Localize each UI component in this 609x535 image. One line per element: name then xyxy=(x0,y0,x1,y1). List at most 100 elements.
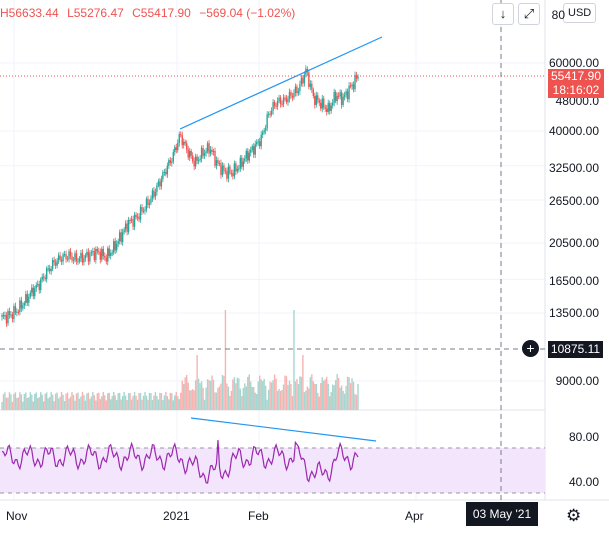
volume-bar xyxy=(154,392,157,410)
candle-body xyxy=(13,306,15,320)
candle-body xyxy=(171,161,173,163)
candle-body xyxy=(297,91,300,94)
volume-bar xyxy=(254,392,256,410)
volume-bar xyxy=(323,380,325,410)
volume-bar xyxy=(7,397,9,410)
volume-bar xyxy=(4,392,6,410)
candle-body xyxy=(166,165,169,175)
volume-bar xyxy=(92,392,94,410)
gear-icon[interactable]: ⚙ xyxy=(566,506,582,525)
rsi-band xyxy=(0,448,545,493)
volume-bar xyxy=(218,386,221,410)
volume-bar xyxy=(60,392,63,410)
candle-body xyxy=(348,85,350,100)
add-alert-button[interactable]: + xyxy=(522,340,539,357)
candle-body xyxy=(230,172,233,174)
candle-body xyxy=(229,166,231,173)
volume-bar xyxy=(181,380,183,410)
candle-body xyxy=(141,206,143,212)
candle-body xyxy=(235,163,237,172)
volume-bar xyxy=(14,392,17,410)
candle-body xyxy=(135,214,137,218)
candle-body xyxy=(11,314,14,320)
volume-bar xyxy=(199,383,201,410)
candle-body xyxy=(251,146,253,150)
candle-body xyxy=(133,214,136,227)
volume-bar xyxy=(43,401,45,410)
time-label: Feb xyxy=(248,509,269,523)
volume-bar xyxy=(123,392,125,410)
candle-body xyxy=(340,92,343,105)
volume-bar xyxy=(315,383,317,410)
candle-body xyxy=(326,108,328,112)
candle-body xyxy=(32,287,34,297)
volume-bar xyxy=(288,380,291,410)
candle-body xyxy=(174,147,176,153)
volume-bar xyxy=(326,376,328,410)
candle-body xyxy=(130,219,133,221)
volume-bar xyxy=(272,380,274,410)
candle-body xyxy=(226,171,228,179)
candle-body xyxy=(236,168,239,172)
volume-bar xyxy=(63,400,66,410)
scroll-to-realtime-button[interactable]: ↓ xyxy=(492,3,514,25)
rsi-label: 40.00 xyxy=(568,475,599,489)
volume-bar xyxy=(221,374,224,410)
volume-bar xyxy=(44,393,46,410)
volume-bar xyxy=(191,389,194,410)
candle-body xyxy=(86,251,88,256)
candle-body xyxy=(65,254,67,259)
candle-body xyxy=(47,268,49,270)
volume-bar xyxy=(300,376,303,410)
price-label: 13500.00 xyxy=(548,306,599,320)
volume-bar xyxy=(113,392,115,410)
volume-bar xyxy=(220,383,222,410)
candle-body xyxy=(320,102,322,109)
candle-body xyxy=(156,185,158,193)
candle-body xyxy=(334,91,337,102)
volume-bar xyxy=(80,396,82,410)
volume-bar xyxy=(10,394,12,410)
volume-bar xyxy=(183,383,185,410)
candle-body xyxy=(177,142,179,150)
candle-body xyxy=(278,97,280,102)
candle-body xyxy=(284,97,286,99)
candle-body xyxy=(120,232,122,243)
price-label: 32500.00 xyxy=(548,161,599,175)
volume-bar xyxy=(162,400,164,410)
volume-bar xyxy=(334,380,337,410)
candle-body xyxy=(162,172,164,180)
volume-bar xyxy=(83,395,85,410)
volume-bar xyxy=(1,402,3,410)
price-label: 20500.00 xyxy=(548,236,599,250)
volume-bar xyxy=(276,390,279,410)
volume-bar xyxy=(330,392,332,410)
candle-body xyxy=(38,284,40,291)
candle-body xyxy=(114,241,116,251)
candle-body xyxy=(113,241,115,253)
candle-body xyxy=(291,95,294,98)
candle-body xyxy=(205,151,207,154)
volume-bar xyxy=(333,385,335,410)
plus-icon: + xyxy=(526,340,535,356)
candle-body xyxy=(194,156,197,167)
candle-body xyxy=(248,152,250,161)
bar-countdown: 18:16:02 xyxy=(548,83,604,98)
volume-bar xyxy=(258,375,261,410)
candle-body xyxy=(345,91,347,96)
volume-bar xyxy=(278,388,280,410)
candle-body xyxy=(352,84,355,90)
currency-button[interactable]: USD xyxy=(563,3,597,23)
volume-bar xyxy=(293,310,295,410)
volume-bar xyxy=(139,392,142,410)
fullscreen-button[interactable]: ⤢ xyxy=(518,3,540,25)
candle-body xyxy=(266,114,268,129)
volume-bar xyxy=(111,396,113,410)
volume-bar xyxy=(41,394,43,410)
candle-body xyxy=(253,146,255,155)
volume-bar xyxy=(357,383,359,410)
candle-body xyxy=(197,160,200,162)
volume-bar xyxy=(56,392,58,410)
candle-body xyxy=(287,99,289,103)
